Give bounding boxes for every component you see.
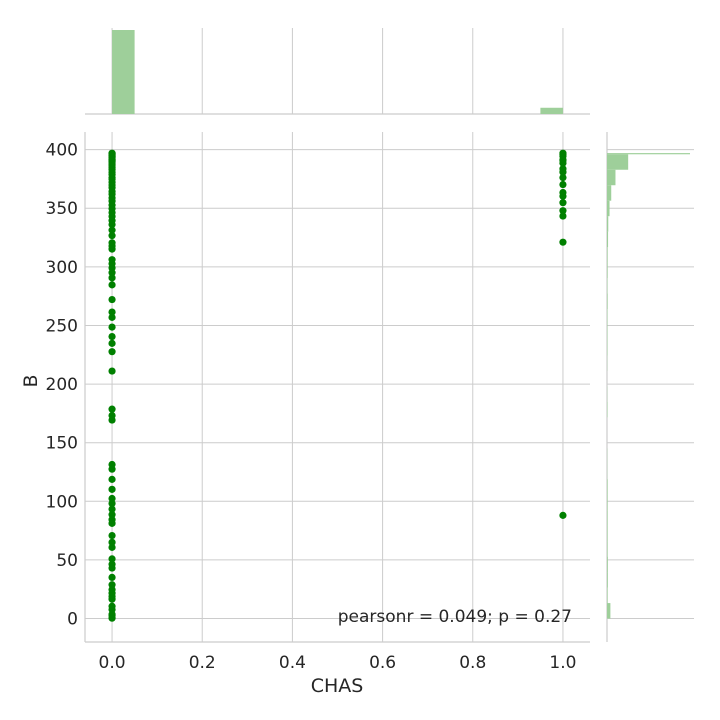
scatter-point bbox=[108, 505, 116, 513]
right-hist-bar bbox=[607, 231, 609, 248]
right-hist-bar bbox=[607, 262, 608, 279]
y-axis-label: B bbox=[20, 374, 42, 387]
main-axes bbox=[84, 132, 590, 643]
y-tick-label: 150 bbox=[46, 434, 78, 454]
x-tick-label: 0.2 bbox=[189, 653, 216, 673]
right-hist-bar bbox=[607, 479, 608, 495]
scatter-point bbox=[559, 159, 567, 167]
scatter-point bbox=[108, 281, 116, 289]
right-hist-bar bbox=[607, 154, 629, 170]
right-hist-bar bbox=[607, 572, 608, 588]
scatter-point bbox=[559, 192, 567, 200]
x-tick-label: 0.4 bbox=[279, 653, 306, 673]
y-tick-label: 50 bbox=[56, 551, 78, 571]
scatter-point bbox=[108, 555, 116, 563]
top-marginal-histogram bbox=[85, 28, 590, 115]
right-hist-bar bbox=[607, 556, 608, 573]
scatter-point bbox=[108, 531, 116, 540]
y-tick-label: 200 bbox=[46, 375, 78, 395]
scatter-point bbox=[559, 180, 567, 189]
y-tick-labels: 0 50 100 150 200 250 300 350 400 bbox=[46, 141, 78, 630]
scatter-point bbox=[108, 295, 116, 304]
scatter-point bbox=[108, 245, 116, 253]
scatter-point bbox=[559, 212, 567, 220]
main-gridlines bbox=[85, 132, 590, 642]
scatter-point bbox=[108, 232, 116, 240]
right-hist-bar bbox=[607, 541, 608, 557]
scatter-point bbox=[108, 339, 116, 347]
scatter-point bbox=[559, 199, 567, 207]
scatter-point bbox=[108, 405, 116, 413]
right-hist-bar bbox=[607, 525, 608, 542]
scatter-point bbox=[108, 538, 116, 546]
right-hist-bar bbox=[607, 587, 608, 604]
scatter-point bbox=[108, 519, 116, 527]
scatter-point bbox=[108, 465, 116, 473]
scatter-point bbox=[108, 475, 116, 483]
scatter-point bbox=[559, 238, 567, 246]
scatter-point bbox=[108, 494, 116, 503]
right-hist-bar bbox=[607, 603, 611, 619]
scatter-point bbox=[108, 332, 116, 341]
scatter-point bbox=[108, 308, 116, 316]
scatter-point bbox=[108, 348, 116, 356]
x-tick-label: 1.0 bbox=[549, 653, 576, 673]
x-tick-label: 0.8 bbox=[459, 653, 486, 673]
scatter-point bbox=[108, 367, 116, 375]
right-hist-bar bbox=[607, 510, 608, 526]
scatter-point bbox=[559, 207, 567, 215]
y-tick-label: 300 bbox=[46, 258, 78, 278]
right-hist-bar bbox=[607, 200, 610, 217]
x-axis-label: CHAS bbox=[311, 675, 364, 697]
right-marginal-histogram bbox=[606, 132, 694, 642]
scatter-point bbox=[108, 416, 116, 424]
y-tick-label: 250 bbox=[46, 316, 78, 336]
scatter-point bbox=[108, 573, 116, 582]
scatter-point bbox=[108, 323, 116, 331]
y-tick-label: 400 bbox=[46, 141, 78, 161]
scatter-point bbox=[108, 564, 116, 572]
scatter-point bbox=[108, 499, 116, 508]
right-hist-bar bbox=[607, 153, 690, 155]
right-hist-bar bbox=[607, 216, 609, 232]
right-hist-bar bbox=[607, 494, 608, 511]
top-hist-bar bbox=[112, 30, 135, 114]
right-hist-bar bbox=[607, 247, 608, 263]
x-tick-labels: 0.0 0.2 0.4 0.6 0.8 1.0 bbox=[99, 653, 577, 673]
right-hist-bar bbox=[607, 169, 616, 186]
right-hist-bar bbox=[607, 185, 612, 201]
y-tick-label: 0 bbox=[67, 610, 78, 630]
pearsonr-annotation: pearsonr = 0.049; p = 0.27 bbox=[338, 607, 572, 627]
scatter-point bbox=[108, 220, 116, 229]
y-tick-label: 100 bbox=[46, 492, 78, 512]
right-hist-bar bbox=[607, 293, 608, 310]
top-hist-bar bbox=[540, 107, 563, 114]
x-tick-label: 0.0 bbox=[99, 653, 126, 673]
scatter-point bbox=[108, 614, 116, 622]
scatter-point bbox=[108, 595, 116, 603]
scatter-point bbox=[108, 226, 116, 234]
scatter-point bbox=[108, 485, 116, 493]
scatter-point bbox=[559, 168, 567, 176]
scatter-point bbox=[559, 511, 567, 519]
scatter-point bbox=[108, 313, 116, 321]
scatter-point bbox=[108, 274, 116, 282]
scatter-point bbox=[108, 543, 116, 551]
scatter-point bbox=[108, 269, 116, 277]
scatter-point bbox=[108, 511, 116, 519]
x-tick-label: 0.6 bbox=[369, 653, 396, 673]
scatter-point bbox=[559, 174, 567, 182]
y-tick-label: 350 bbox=[46, 199, 78, 219]
scatter-points bbox=[108, 149, 567, 622]
